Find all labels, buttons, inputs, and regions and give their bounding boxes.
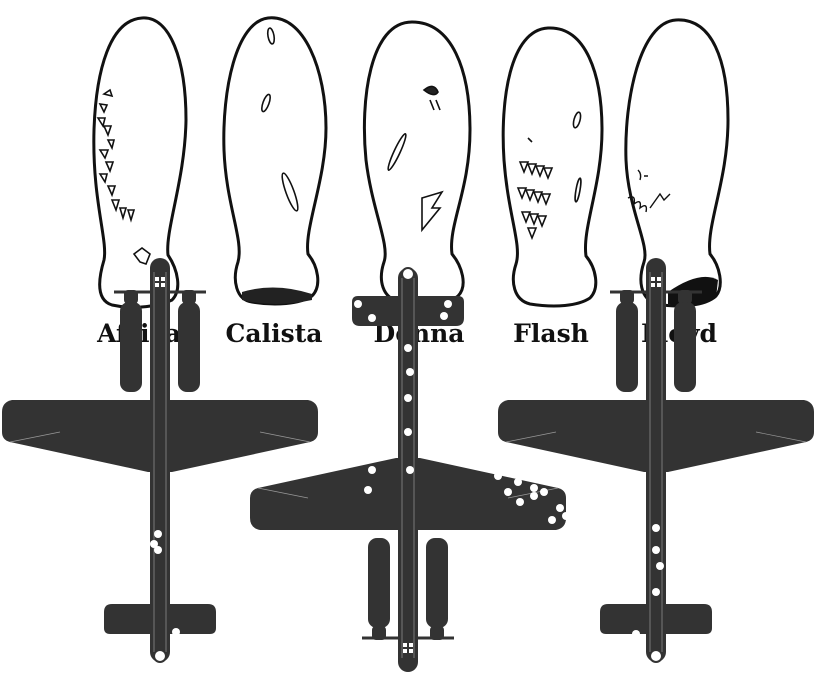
manatee-label-calista: Calista [226,319,323,348]
manatee-flash [501,26,604,308]
plane-right [496,256,816,664]
manatee-donna [362,20,472,306]
fluke-shading [242,287,312,304]
plane-center [248,266,568,674]
manatee-africa [92,16,188,309]
scar-marks [516,111,582,241]
manatee-floyd [624,18,730,308]
scar-marks [387,85,444,233]
scar-marks [96,88,151,265]
manatee-outline [92,16,188,309]
manatee-outline [624,18,730,308]
scar-marks [627,169,671,213]
damage-holes [354,288,538,496]
scar-marks [261,27,299,212]
manatee-outline [222,16,328,306]
manatee-outline [362,20,472,306]
manatee-label-flash: Flash [513,319,589,348]
manatee-calista [222,16,328,306]
damage-holes [516,488,806,652]
manatee-outline [501,26,604,308]
